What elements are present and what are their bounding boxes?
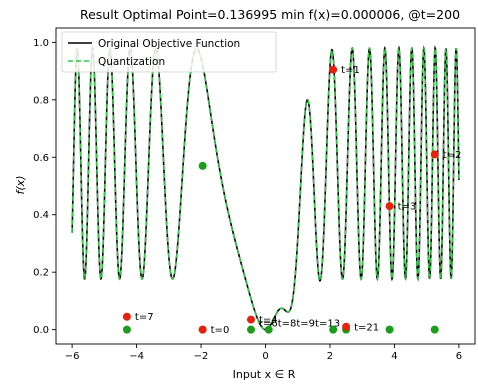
- red-point: [198, 325, 207, 334]
- legend: Original Objective Function Quantization: [61, 31, 277, 73]
- point-label: t=1: [341, 65, 360, 76]
- y-axis: 0.0 0.2 0.4 0.6 0.8 1.0: [33, 38, 56, 336]
- green-point: [385, 325, 394, 334]
- red-point: [246, 315, 255, 324]
- red-point: [385, 202, 394, 211]
- cluster-label: t=6t=8t=9t=13: [259, 319, 340, 330]
- x-tick-label: 2: [327, 351, 333, 362]
- legend-label-original: Original Objective Function: [98, 38, 240, 50]
- y-tick-label: 0.6: [33, 153, 49, 164]
- chart-title: Result Optimal Point=0.136995 min f(x)=0…: [80, 7, 460, 22]
- y-tick-label: 1.0: [33, 38, 49, 49]
- line-original: [71, 45, 460, 331]
- point-label: t=4: [259, 315, 278, 326]
- x-tick-label: 6: [456, 351, 462, 362]
- green-point: [329, 325, 338, 334]
- plot-frame: [55, 27, 476, 345]
- legend-box: [61, 31, 277, 73]
- line-quantization: [71, 45, 460, 331]
- green-point: [122, 325, 131, 334]
- y-axis-label: f(x): [14, 176, 27, 195]
- point-label: t=3: [398, 202, 417, 213]
- y-tick-label: 0.8: [33, 95, 49, 106]
- green-point: [198, 161, 207, 170]
- legend-label-quantization: Quantization: [98, 56, 165, 68]
- points: [122, 65, 439, 334]
- point-labels: t=1 t=2 t=3 t=4 t=21 t=0 t=7 t=6t=8t=9t=13: [135, 65, 461, 336]
- green-point: [264, 325, 273, 334]
- red-point: [122, 312, 131, 321]
- point-label: t=7: [135, 312, 154, 323]
- red-point: [329, 65, 338, 74]
- y-tick-label: 0.4: [33, 210, 49, 221]
- x-tick-label: 4: [391, 351, 397, 362]
- series-quantization: [71, 45, 460, 331]
- y-tick-label: 0.0: [33, 325, 49, 336]
- green-point: [246, 325, 255, 334]
- x-tick-label: −6: [65, 351, 80, 362]
- x-tick-label: −2: [194, 351, 209, 362]
- point-label: t=0: [211, 325, 230, 336]
- y-tick-label: 0.2: [33, 268, 49, 279]
- x-tick-label: 0: [262, 351, 268, 362]
- red-point: [342, 322, 351, 331]
- series-original: [71, 45, 460, 331]
- x-axis: −6 −4 −2 0 2 4 6: [65, 344, 462, 362]
- point-label: t=2: [443, 150, 462, 161]
- red-point: [430, 150, 439, 159]
- point-label: t=21: [354, 322, 379, 333]
- x-tick-label: −4: [129, 351, 144, 362]
- x-axis-label: Input x ∈ R: [233, 368, 296, 381]
- green-point: [430, 325, 439, 334]
